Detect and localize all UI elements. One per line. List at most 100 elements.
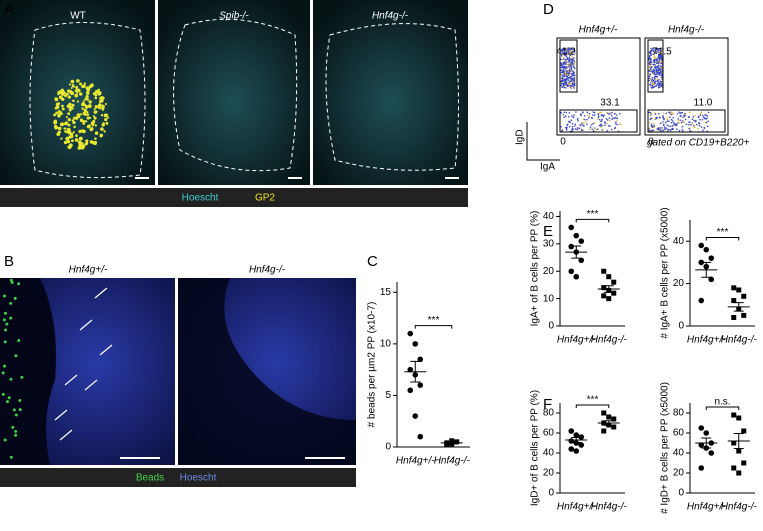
event (702, 129, 704, 131)
event (608, 119, 611, 122)
y-tick-label: 40 (543, 211, 555, 222)
event (648, 111, 650, 114)
data-point (708, 276, 715, 283)
event (654, 63, 656, 66)
event (606, 122, 609, 125)
event (568, 120, 570, 123)
event (660, 127, 663, 130)
event (612, 116, 614, 119)
signal-dot (54, 107, 58, 110)
event (564, 47, 567, 50)
event (658, 82, 661, 84)
event (659, 55, 662, 58)
y-tick-label: 10 (543, 293, 555, 304)
event (649, 114, 652, 116)
event (565, 47, 568, 50)
event (669, 111, 672, 113)
data-point (417, 356, 424, 363)
flow-title: Hnf4g-/- (668, 25, 705, 36)
x-tick-label: Hnf4g-/- (434, 456, 471, 467)
event (572, 116, 575, 119)
error-bar (733, 433, 744, 449)
event (672, 112, 675, 115)
event (571, 73, 574, 75)
signal-dot (65, 136, 70, 141)
event (562, 66, 564, 69)
x-tick-label: Hnf4g+/- (687, 502, 726, 513)
event (560, 62, 562, 65)
signal-dot (3, 340, 7, 344)
event (569, 65, 572, 68)
event (564, 72, 567, 75)
data-point (708, 255, 715, 261)
signal-dot (94, 124, 97, 127)
event (571, 74, 574, 77)
lumen (0, 278, 56, 465)
event (560, 58, 562, 60)
error-bar (571, 245, 582, 259)
event (563, 86, 566, 89)
event (672, 121, 675, 124)
data-point (731, 298, 737, 304)
error-bar (446, 441, 457, 445)
signal-dot (83, 82, 86, 85)
arrow (94, 287, 108, 299)
event (570, 70, 573, 72)
event (608, 117, 611, 120)
event (562, 53, 565, 55)
event (573, 114, 575, 116)
event (649, 65, 652, 67)
event (656, 80, 659, 83)
signal-dot (98, 106, 102, 110)
event (592, 111, 595, 113)
event (680, 121, 683, 124)
event (611, 118, 613, 120)
event (658, 83, 660, 86)
event (684, 118, 687, 121)
signal-dot (1, 392, 5, 396)
event (683, 120, 685, 123)
signal-dot (72, 131, 75, 134)
event (705, 121, 708, 124)
event (653, 60, 655, 63)
data-point (741, 428, 747, 434)
image-title: Hnf4g-/- (372, 11, 409, 22)
event (601, 128, 604, 130)
event (651, 84, 654, 87)
signal-dot (61, 104, 64, 108)
event (568, 52, 571, 54)
event (674, 124, 677, 126)
event (566, 56, 569, 59)
signal-dot (74, 93, 79, 98)
axis-label: IgA (540, 162, 555, 173)
signal-dot (61, 92, 64, 95)
event (657, 53, 660, 56)
event (587, 116, 590, 119)
signal-dot (106, 116, 110, 119)
event (567, 83, 570, 85)
y-tick-label: 40 (543, 448, 555, 459)
signal-dot (90, 127, 94, 131)
event (698, 116, 700, 118)
event (571, 125, 574, 128)
event (615, 121, 617, 123)
signal-dot (82, 120, 86, 124)
event (655, 71, 657, 73)
event (596, 128, 599, 130)
event (648, 127, 651, 129)
event (568, 80, 571, 83)
event (565, 82, 567, 85)
legend-label: Hoescht (180, 473, 217, 484)
event (600, 111, 602, 114)
signal-dot (68, 131, 71, 135)
signal-dot (60, 137, 63, 140)
event (568, 111, 571, 114)
signal-dot (7, 396, 11, 400)
event (666, 117, 669, 119)
event (652, 70, 655, 72)
signal-dot (97, 88, 100, 92)
y-tick-label: 20 (543, 266, 555, 277)
event (560, 53, 563, 55)
event (694, 120, 697, 123)
data-point (568, 243, 575, 250)
